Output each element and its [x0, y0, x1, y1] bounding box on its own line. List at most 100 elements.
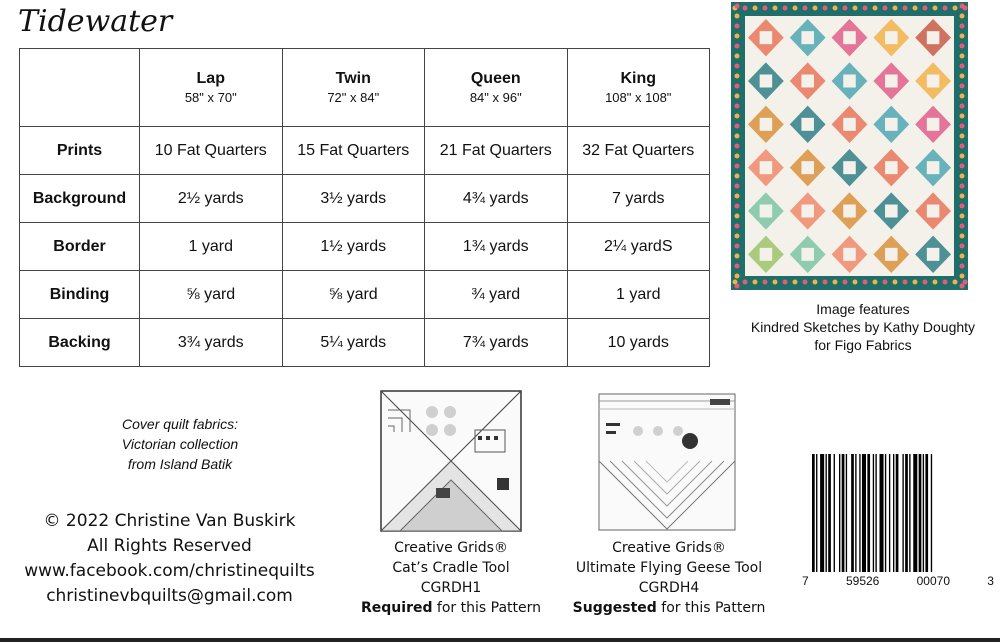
quilt-block-center [759, 117, 773, 131]
border-print-dot [802, 5, 808, 11]
tool-requirement: Required for this Pattern [340, 598, 562, 618]
size-dims: 58" x 70" [184, 90, 237, 105]
quilt-block-center [801, 74, 814, 88]
barcode-bar [888, 454, 891, 572]
requirement-status: Suggested [572, 600, 657, 616]
barcode-bar [884, 454, 887, 572]
table-cell: 7¾ yards [424, 318, 568, 367]
border-print-dot [959, 103, 965, 109]
barcode-bar [893, 454, 895, 572]
barcode-digits: 7 59526 00070 3 [802, 574, 994, 588]
quilt-block-center [801, 31, 814, 45]
border-print-dot [734, 73, 740, 79]
size-dims: 84" x 96" [469, 90, 522, 105]
size-header: Queen 84" x 96" [424, 48, 568, 127]
barcode-bar [905, 454, 908, 572]
border-print-dot [852, 5, 858, 11]
quilt-block-center [926, 74, 940, 88]
quilt-block-center [801, 247, 814, 261]
size-header: Lap 58" x 70" [139, 48, 283, 127]
border-print-dot [959, 33, 965, 39]
facebook-link[interactable]: www.facebook.com/christinequilts [24, 561, 315, 581]
border-print-dot [792, 5, 798, 11]
border-print-dot [922, 5, 928, 11]
barcode-bar [845, 454, 848, 572]
border-print-dot [959, 193, 965, 199]
tool-name: Ultimate Flying Geese Tool [575, 560, 763, 576]
border-print-dot [912, 5, 918, 11]
table-cell: 2½ yards [139, 174, 283, 223]
border-print-dot [734, 123, 740, 129]
barcode-bar [875, 454, 877, 572]
border-print-dot [822, 279, 828, 285]
table-cell: 1 yard [139, 222, 283, 271]
border-print-dot [734, 173, 740, 179]
table-cell: ⅝ yard [281, 270, 425, 319]
border-print-dot [772, 279, 778, 285]
table-cell: 10 Fat Quarters [139, 126, 283, 175]
quilt-block-center [759, 74, 773, 88]
quilt-block-center [885, 31, 898, 45]
barcode-bar [879, 454, 884, 572]
border-print-dot [959, 163, 965, 169]
border-print-dot [734, 163, 740, 169]
quilt-block-center [759, 31, 773, 45]
note-line: from Island Batik [127, 456, 233, 472]
barcode-bar [922, 454, 925, 572]
border-print-dot [734, 243, 740, 249]
border-print-dot [959, 23, 965, 29]
barcode-bar [839, 454, 841, 572]
table-cell: 1 yard [566, 270, 710, 319]
border-print-dot [802, 279, 808, 285]
border-print-dot [742, 5, 748, 11]
border-print-dot [782, 279, 788, 285]
quilt-block-center [885, 204, 898, 218]
border-print-dot [962, 279, 968, 285]
border-print-dot [734, 263, 740, 269]
border-print-dot [742, 279, 748, 285]
caption-line: Kindred Sketches by Kathy Doughty [750, 319, 976, 335]
barcode-bar [925, 454, 929, 572]
border-print-dot [959, 243, 965, 249]
border-print-dot [734, 193, 740, 199]
border-print-dot [734, 23, 740, 29]
tool-requirement: Suggested for this Pattern [560, 598, 778, 618]
tool-caption-flying-geese: Creative Grids® Ultimate Flying Geese To… [560, 538, 778, 618]
table-cell: 2¼ yardS [566, 222, 710, 271]
border-print-dot [952, 279, 958, 285]
border-print-dot [734, 233, 740, 239]
border-print-dot [734, 63, 740, 69]
border-print-dot [734, 133, 740, 139]
border-print-dot [832, 279, 838, 285]
barcode-digit-group: 7 [802, 574, 809, 588]
border-print-dot [959, 3, 965, 9]
border-print-dot [842, 5, 848, 11]
border-print-dot [902, 279, 908, 285]
size-header: Twin 72" x 84" [281, 48, 425, 127]
quilt-block-center [843, 117, 856, 131]
requirement-suffix: for this Pattern [656, 600, 766, 616]
email-link[interactable]: christinevbquilts@gmail.com [46, 586, 293, 606]
border-print-dot [959, 223, 965, 229]
quilt-block-center [843, 247, 856, 261]
barcode-bar [909, 454, 911, 572]
border-print-dot [959, 113, 965, 119]
image-caption: Image features Kindred Sketches by Kathy… [728, 300, 998, 354]
table-cell: 5¼ yards [281, 318, 425, 367]
quilt-block-center [885, 247, 898, 261]
note-line: Victorian collection [121, 436, 239, 452]
border-print-dot [812, 5, 818, 11]
border-print-dot [872, 279, 878, 285]
border-print-dot [959, 263, 965, 269]
border-print-dot [852, 279, 858, 285]
barcode-bar [861, 454, 866, 572]
note-line: Cover quilt fabrics: [122, 416, 238, 432]
table-row: Binding ⅝ yard ⅝ yard ¾ yard 1 yard [19, 270, 710, 319]
barcode-bar [867, 454, 871, 572]
barcode-bar [812, 454, 815, 572]
quilt-block-center [926, 247, 940, 261]
table-cell: ⅝ yard [139, 270, 283, 319]
size-header: King 108" x 108" [566, 48, 710, 127]
tool-brand: Creative Grids® [612, 540, 726, 556]
barcode-bar [918, 454, 922, 572]
